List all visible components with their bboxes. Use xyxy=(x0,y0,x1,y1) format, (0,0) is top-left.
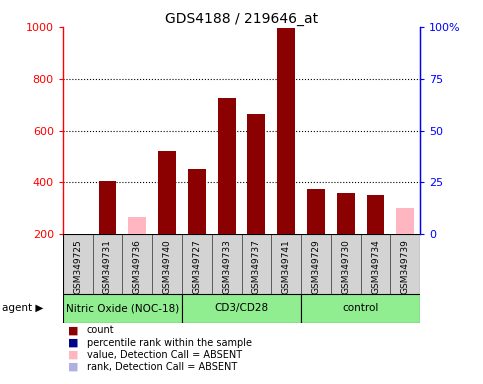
Text: value, Detection Call = ABSENT: value, Detection Call = ABSENT xyxy=(87,350,242,360)
Text: ■: ■ xyxy=(68,362,78,372)
Bar xyxy=(397,208,414,234)
Text: Nitric Oxide (NOC-18): Nitric Oxide (NOC-18) xyxy=(66,303,179,313)
Text: GSM349734: GSM349734 xyxy=(371,239,380,294)
Text: GSM349739: GSM349739 xyxy=(401,239,410,294)
Bar xyxy=(158,151,176,234)
Text: GSM349737: GSM349737 xyxy=(252,239,261,294)
Bar xyxy=(307,189,325,234)
Text: CD3/CD28: CD3/CD28 xyxy=(214,303,269,313)
Bar xyxy=(367,195,384,234)
Bar xyxy=(63,294,182,323)
Text: control: control xyxy=(342,303,379,313)
Bar xyxy=(99,181,116,234)
Text: GSM349731: GSM349731 xyxy=(103,239,112,294)
Bar xyxy=(247,114,265,234)
Text: ■: ■ xyxy=(68,325,78,335)
Text: agent ▶: agent ▶ xyxy=(2,303,44,313)
Bar xyxy=(182,294,301,323)
Bar xyxy=(128,217,146,234)
Bar xyxy=(218,98,236,234)
Text: percentile rank within the sample: percentile rank within the sample xyxy=(87,338,252,348)
Text: GSM349733: GSM349733 xyxy=(222,239,231,294)
Bar xyxy=(277,28,295,234)
Bar xyxy=(188,169,206,234)
Text: GSM349729: GSM349729 xyxy=(312,239,320,294)
Bar xyxy=(301,294,420,323)
Text: GSM349725: GSM349725 xyxy=(73,239,82,294)
Text: GSM349741: GSM349741 xyxy=(282,239,291,294)
Bar xyxy=(69,234,86,256)
Text: ■: ■ xyxy=(68,350,78,360)
Text: GSM349727: GSM349727 xyxy=(192,239,201,294)
Text: ■: ■ xyxy=(68,338,78,348)
Text: GSM349730: GSM349730 xyxy=(341,239,350,294)
Text: GSM349740: GSM349740 xyxy=(163,239,171,294)
Text: count: count xyxy=(87,325,114,335)
Bar xyxy=(337,193,355,234)
Text: GDS4188 / 219646_at: GDS4188 / 219646_at xyxy=(165,12,318,25)
Text: rank, Detection Call = ABSENT: rank, Detection Call = ABSENT xyxy=(87,362,237,372)
Text: GSM349736: GSM349736 xyxy=(133,239,142,294)
